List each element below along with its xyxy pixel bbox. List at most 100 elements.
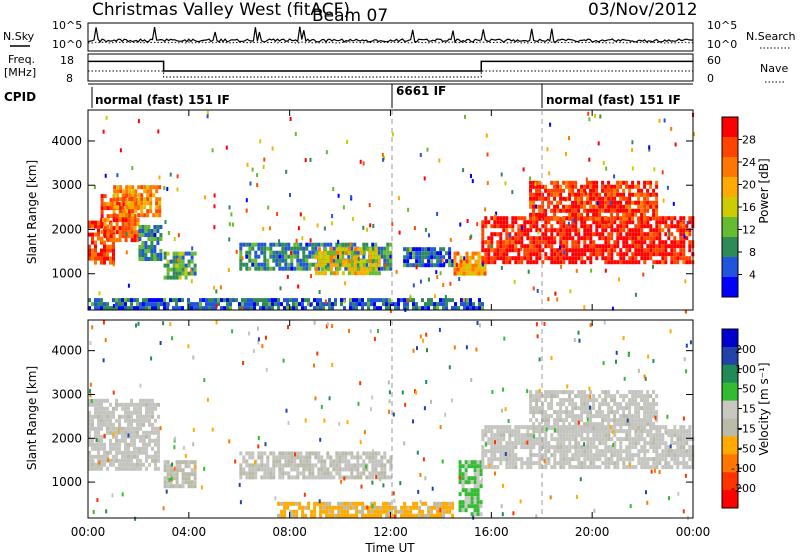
data-cell-5 — [511, 433, 515, 438]
data-cell-5 — [266, 258, 270, 263]
data-cell-2 — [299, 471, 303, 476]
data-cell-9 — [646, 220, 650, 225]
scatter-cell — [313, 363, 315, 368]
scatter-cell — [449, 237, 452, 242]
scatter-cell — [458, 277, 461, 281]
scatter-cell — [476, 222, 479, 227]
data-cell-9 — [589, 248, 593, 253]
data-cell-11 — [157, 298, 160, 303]
data-cell-1 — [109, 234, 113, 239]
data-cell-9 — [517, 260, 521, 265]
data-cell-2 — [314, 451, 318, 456]
data-cell-9 — [667, 228, 671, 233]
data-cell-6 — [565, 426, 569, 431]
scatter-cell — [578, 338, 581, 343]
data-cell-6 — [634, 406, 638, 411]
scatter-cell — [256, 326, 259, 331]
data-cell-2 — [245, 451, 249, 456]
data-cell-2 — [320, 459, 324, 464]
data-cell-9 — [664, 240, 668, 245]
data-cell-3 — [412, 505, 416, 510]
data-cell-10 — [631, 200, 635, 205]
colorbar-tick-label: 4 — [749, 269, 756, 282]
data-cell-2 — [320, 467, 324, 472]
data-cell-9 — [586, 256, 590, 261]
data-cell-5 — [559, 445, 563, 450]
data-cell-0 — [142, 434, 145, 439]
data-cell-11 — [151, 306, 154, 311]
data-cell-9 — [493, 220, 497, 225]
scatter-cell — [670, 126, 673, 131]
data-cell-11 — [175, 298, 178, 303]
data-cell-0 — [121, 438, 124, 443]
data-cell-9 — [616, 244, 620, 249]
data-cell-10 — [607, 196, 611, 201]
data-cell-11 — [418, 306, 421, 311]
data-cell-11 — [265, 298, 268, 303]
station-title: Christmas Valley West (fitACF) — [92, 0, 350, 20]
data-cell-2 — [323, 459, 327, 464]
data-cell-2 — [305, 455, 309, 460]
data-cell-9 — [544, 240, 548, 245]
data-cell-10 — [541, 204, 545, 209]
data-cell-4 — [470, 476, 474, 481]
data-cell-0 — [103, 256, 106, 261]
data-cell-1 — [166, 472, 170, 477]
data-cell-6 — [622, 394, 626, 399]
scatter-cell — [227, 268, 230, 273]
y-tick-label: 2000 — [51, 431, 82, 445]
data-cell-9 — [601, 244, 605, 249]
data-cell-6 — [362, 271, 366, 276]
data-cell-9 — [505, 240, 509, 245]
data-cell-5 — [538, 449, 542, 454]
data-cell-2 — [278, 455, 282, 460]
data-cell-5 — [383, 266, 387, 271]
data-cell-4 — [190, 271, 194, 276]
data-cell-5 — [302, 250, 306, 255]
data-cell-5 — [275, 254, 279, 259]
data-cell-5 — [284, 250, 288, 255]
data-cell-0 — [112, 252, 115, 257]
data-cell-1 — [133, 222, 137, 227]
data-cell-2 — [116, 197, 120, 202]
data-cell-4 — [479, 480, 483, 485]
data-cell-6 — [368, 263, 372, 268]
data-cell-5 — [601, 461, 605, 466]
data-cell-5 — [643, 465, 647, 470]
data-cell-6 — [613, 402, 617, 407]
y-tick-label: 4000 — [51, 344, 82, 358]
data-cell-5 — [595, 453, 599, 458]
data-cell-4 — [181, 251, 185, 256]
data-cell-11 — [292, 302, 295, 307]
data-cell-5 — [383, 250, 387, 255]
data-cell-5 — [272, 250, 276, 255]
data-cell-6 — [586, 414, 590, 419]
data-cell-5 — [386, 262, 390, 267]
data-cell-11 — [118, 302, 121, 307]
data-cell-9 — [634, 256, 638, 261]
data-cell-3 — [150, 241, 154, 245]
data-cell-5 — [571, 429, 575, 434]
data-cell-2 — [146, 213, 150, 218]
data-cell-2 — [344, 455, 348, 460]
scatter-cell — [318, 290, 321, 294]
data-cell-6 — [335, 259, 339, 264]
data-cell-9 — [658, 248, 662, 253]
data-cell-10 — [601, 200, 605, 205]
data-cell-5 — [628, 433, 632, 438]
data-cell-4 — [178, 251, 182, 256]
data-cell-5 — [508, 433, 512, 438]
data-cell-10 — [532, 212, 536, 217]
data-cell-5 — [535, 429, 539, 434]
data-cell-10 — [622, 192, 626, 197]
data-cell-10 — [652, 192, 656, 197]
data-cell-5 — [254, 258, 258, 263]
data-cell-6 — [547, 426, 551, 431]
scatter-cell — [455, 262, 458, 267]
data-cell-9 — [655, 232, 659, 237]
scatter-cell — [391, 222, 394, 227]
data-cell-9 — [601, 228, 605, 233]
data-cell-11 — [205, 302, 208, 307]
data-cell-5 — [508, 441, 512, 446]
data-cell-6 — [320, 267, 324, 272]
